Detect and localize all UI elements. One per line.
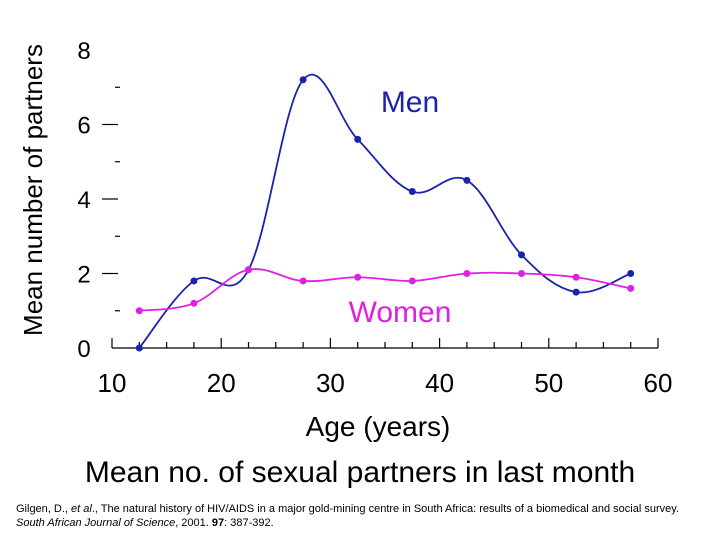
citation-authors: Gilgen, D.,	[16, 503, 72, 515]
x-tick-label: 10	[98, 368, 127, 398]
citation-volume: 97	[211, 517, 225, 529]
data-point-women	[135, 307, 143, 315]
series-line-women	[139, 268, 631, 312]
data-point-women	[627, 284, 635, 292]
data-point-women	[299, 277, 307, 285]
data-point-women	[190, 299, 198, 307]
citation-et-al: et al	[71, 503, 92, 515]
data-point-men	[463, 176, 471, 184]
x-tick-label: 50	[534, 368, 563, 398]
data-point-men	[135, 344, 143, 352]
x-tick-label: 30	[316, 368, 345, 398]
y-tick-label: 0	[77, 336, 90, 363]
citation: Gilgen, D., et al., The natural history …	[16, 502, 706, 530]
data-point-men	[627, 270, 635, 277]
citation-title: ., The natural history of HIV/AIDS in a …	[91, 503, 679, 515]
chart-canvas: Mean number of partners 10 20 30 40 50 60 0 2 4 6…	[18, 38, 672, 489]
data-point-men	[518, 251, 525, 259]
data-point-women	[463, 270, 471, 277]
x-tick-label: 40	[425, 368, 454, 398]
y-tick-label: 8	[77, 38, 90, 65]
series-label-women: Women	[349, 296, 452, 329]
series-label-men: Men	[381, 86, 439, 119]
y-tick-label: 4	[77, 187, 90, 214]
data-point-women	[518, 270, 525, 277]
citation-pages: : 387-392.	[224, 517, 274, 529]
citation-journal: South African Journal of Science	[16, 517, 176, 529]
x-tick-label: 60	[644, 368, 673, 398]
y-tick-label: 6	[77, 113, 90, 140]
data-point-men	[354, 135, 362, 143]
data-point-men	[299, 76, 307, 84]
x-tick-label: 20	[207, 368, 236, 398]
data-point-women	[245, 266, 252, 274]
data-point-men	[408, 188, 416, 196]
chart-title: Mean no. of sexual partners in last mont…	[85, 456, 635, 489]
series-women	[135, 266, 635, 315]
data-point-women	[572, 273, 580, 281]
data-point-men	[572, 288, 580, 296]
data-point-women	[408, 277, 416, 285]
axes: 10 20 30 40 50 60 0 2 4 6 8	[77, 38, 672, 398]
data-point-men	[190, 277, 198, 285]
series-men	[135, 73, 635, 352]
citation-year: , 2001.	[175, 517, 212, 529]
data-point-women	[354, 273, 362, 281]
y-tick-label: 2	[77, 262, 90, 289]
y-axis-label: Mean number of partners	[18, 44, 48, 336]
series-layer	[135, 73, 635, 352]
x-axis-label: Age (years)	[306, 411, 451, 442]
